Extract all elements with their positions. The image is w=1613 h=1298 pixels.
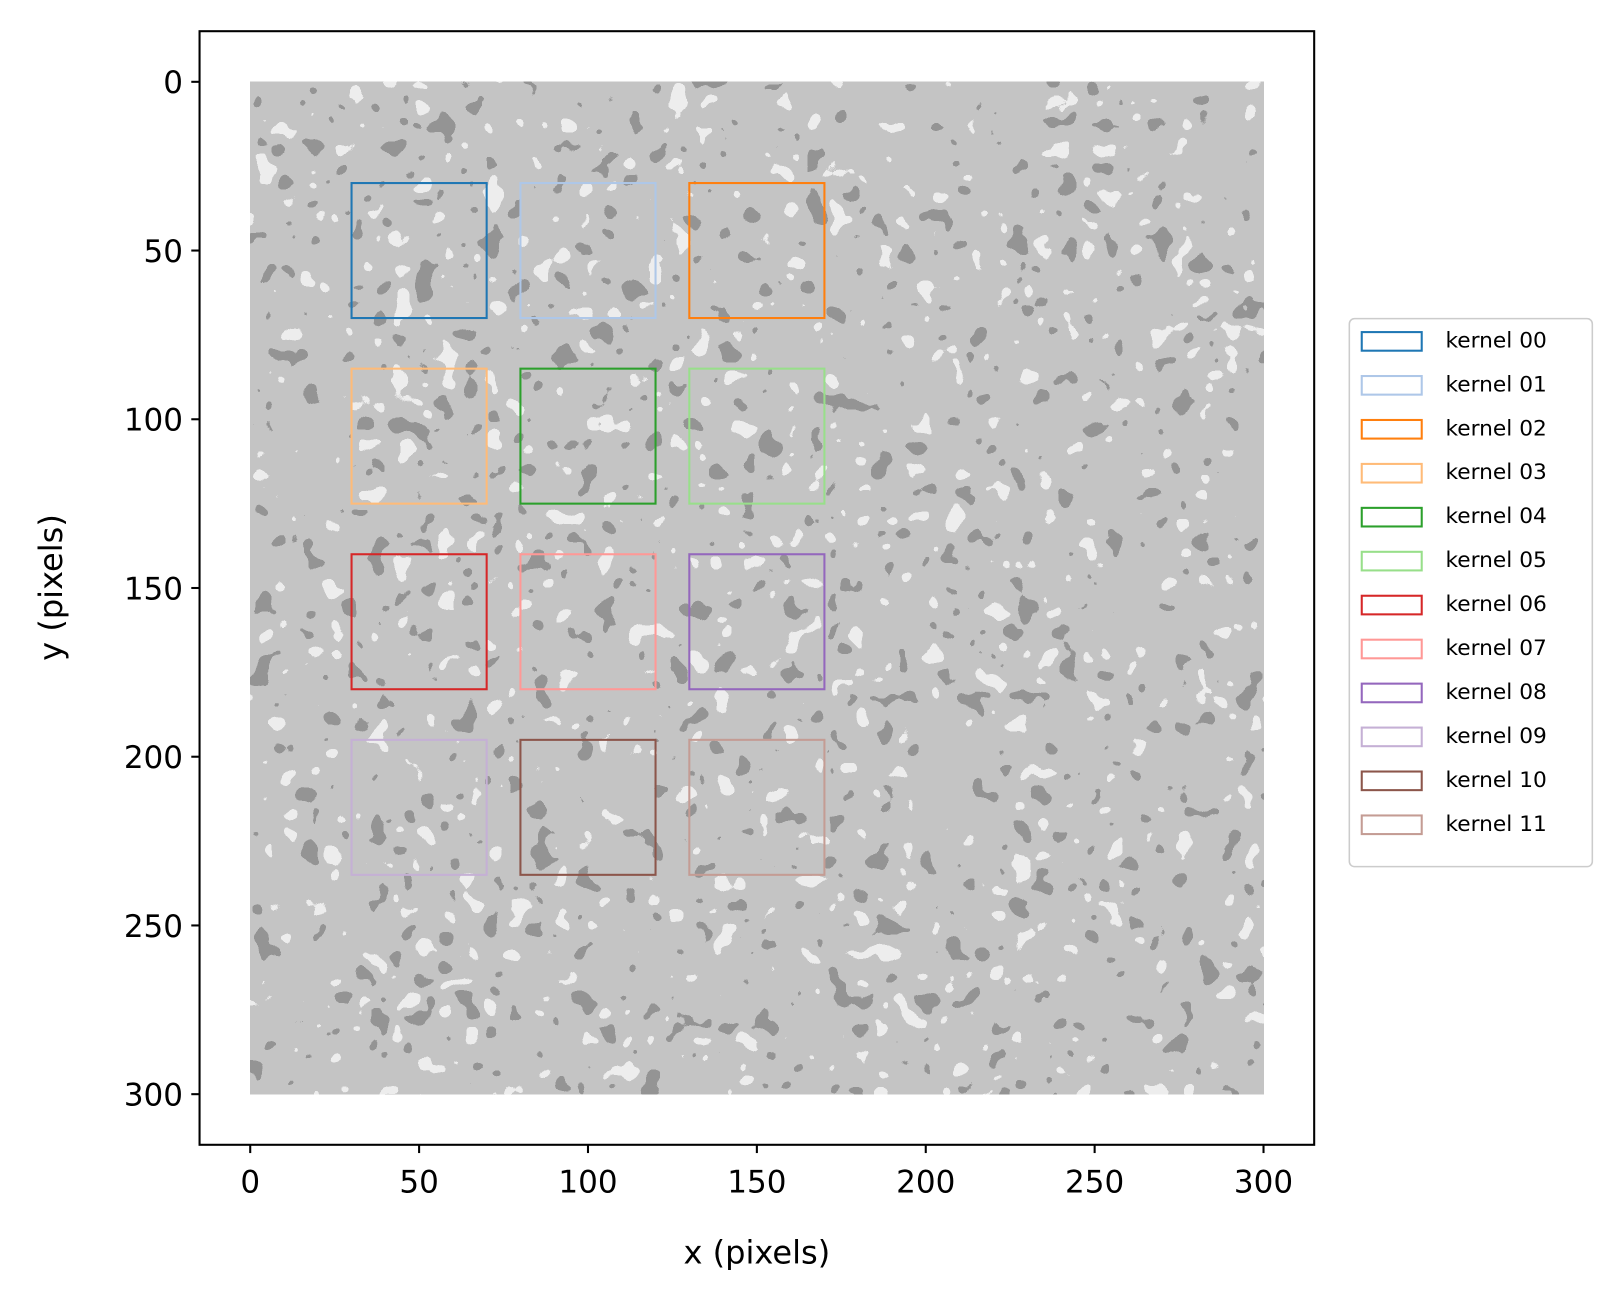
y-tick-label: 250 bbox=[124, 909, 183, 945]
kernel-rect bbox=[519, 182, 657, 320]
legend-swatch bbox=[1360, 550, 1423, 572]
legend-swatch bbox=[1360, 374, 1423, 396]
kernel-rect bbox=[350, 182, 488, 320]
kernel-rect bbox=[688, 182, 826, 320]
legend-label: kernel 03 bbox=[1445, 460, 1546, 485]
kernel-rect bbox=[688, 553, 826, 691]
kernel-rect bbox=[688, 367, 826, 505]
y-tick-label: 50 bbox=[144, 234, 183, 270]
x-tick-label: 300 bbox=[1234, 1164, 1293, 1200]
x-tick-label: 0 bbox=[240, 1164, 260, 1200]
legend-label: kernel 06 bbox=[1445, 592, 1546, 617]
kernel-rect bbox=[350, 367, 488, 505]
legend-swatch bbox=[1360, 770, 1423, 792]
x-tick-label: 200 bbox=[896, 1164, 955, 1200]
legend-swatch bbox=[1360, 682, 1423, 704]
legend-label: kernel 01 bbox=[1445, 372, 1546, 397]
legend-swatch bbox=[1360, 506, 1423, 528]
legend-swatch bbox=[1360, 331, 1423, 352]
x-tick-label: 150 bbox=[727, 1164, 786, 1200]
legend-label: kernel 11 bbox=[1445, 812, 1546, 837]
legend-swatch bbox=[1360, 814, 1423, 836]
y-tick-label: 300 bbox=[124, 1078, 183, 1114]
legend-label: kernel 00 bbox=[1445, 328, 1546, 353]
legend-label: kernel 10 bbox=[1445, 768, 1546, 793]
legend-label: kernel 08 bbox=[1445, 680, 1546, 705]
y-tick-label: 150 bbox=[124, 571, 183, 607]
legend-label: kernel 05 bbox=[1445, 548, 1546, 573]
x-tick-label: 250 bbox=[1065, 1164, 1124, 1200]
kernel-rect bbox=[519, 367, 657, 505]
legend-swatch bbox=[1360, 594, 1423, 616]
background-image bbox=[250, 81, 1264, 1095]
y-tick-label: 100 bbox=[124, 403, 183, 439]
legend-swatch bbox=[1360, 726, 1423, 748]
legend-swatch bbox=[1360, 462, 1423, 484]
legend-swatch bbox=[1360, 418, 1423, 440]
x-axis-label: x (pixels) bbox=[684, 1234, 831, 1272]
legend-label: kernel 07 bbox=[1445, 636, 1546, 661]
legend-swatch bbox=[1360, 638, 1423, 660]
legend-box bbox=[1348, 317, 1594, 868]
y-axis-label: y (pixels) bbox=[32, 514, 70, 661]
x-tick-label: 50 bbox=[399, 1164, 438, 1200]
kernel-rect bbox=[350, 738, 488, 876]
kernel-rect bbox=[519, 738, 657, 876]
y-tick-label: 200 bbox=[124, 740, 183, 776]
x-tick-label: 100 bbox=[558, 1164, 617, 1200]
y-tick-label: 0 bbox=[163, 65, 183, 101]
legend-label: kernel 04 bbox=[1445, 504, 1546, 529]
legend-label: kernel 02 bbox=[1445, 416, 1546, 441]
kernel-rect bbox=[519, 553, 657, 691]
legend-label: kernel 09 bbox=[1445, 724, 1546, 749]
kernel-rect bbox=[350, 553, 488, 691]
kernel-rect bbox=[688, 738, 826, 876]
